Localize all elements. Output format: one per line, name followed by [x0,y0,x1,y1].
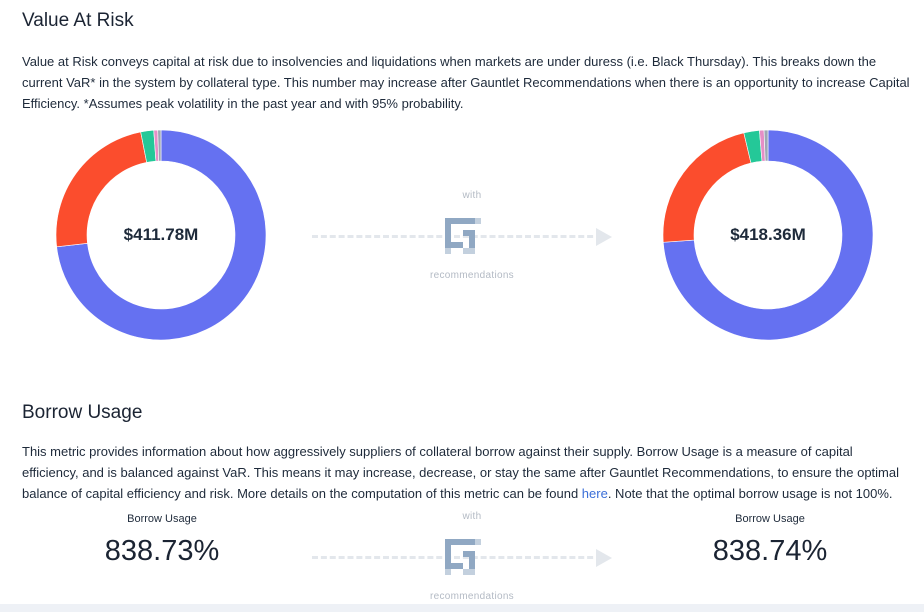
borrow-connector: with recommendations [312,511,632,606]
var-recommended-slice-blue [662,129,874,341]
var-current-donut-chart [55,129,267,341]
var-description: Value at Risk conveys capital at risk du… [22,54,910,111]
borrow-description-end: . Note that the optimal borrow usage is … [607,486,893,501]
borrow-title: Borrow Usage [22,402,143,423]
var-current-slice-blue [56,129,267,341]
recommended-borrow-usage-value: 838.74% [712,535,828,567]
with-label: with [462,511,482,522]
var-recommended-donut-chart [662,129,874,341]
gauntlet-g-icon [445,218,481,254]
current-borrow-usage-label: Borrow Usage [127,513,197,525]
recommended-borrow-usage-label: Borrow Usage [735,513,805,525]
borrow-description-text: This metric provides information about h… [22,444,899,501]
arrow-right-icon [596,228,612,246]
dashed-line [312,235,602,238]
var-current-donut: $411.78M [55,129,267,341]
bottom-bar [0,604,924,612]
var-current-slice-grey [157,129,162,162]
current-borrow-usage-value: 838.73% [104,535,220,567]
var-connector: with recommendations [312,190,632,285]
var-title: Value At Risk [22,10,134,31]
var-current-value: $411.78M [123,225,199,244]
var-recommended-value: $418.36M [730,225,806,244]
with-label: with [462,190,482,201]
recommendations-label: recommendations [430,591,514,602]
var-recommended-donut: $418.36M [662,129,874,341]
recommendations-label: recommendations [430,270,514,281]
gauntlet-g-icon [445,539,481,575]
arrow-right-icon [596,549,612,567]
dashed-line [312,556,602,559]
here-link[interactable]: here [581,486,608,501]
borrow-description: This metric provides information about h… [22,441,912,504]
var-recommended-slice-grey [763,129,769,162]
